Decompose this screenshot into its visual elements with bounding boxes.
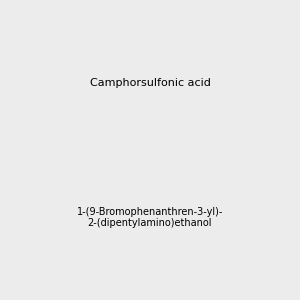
Text: 1-(9-Bromophenanthren-3-yl)-
2-(dipentylamino)ethanol: 1-(9-Bromophenanthren-3-yl)- 2-(dipentyl…: [77, 207, 223, 228]
Text: Camphorsulfonic acid: Camphorsulfonic acid: [90, 77, 210, 88]
